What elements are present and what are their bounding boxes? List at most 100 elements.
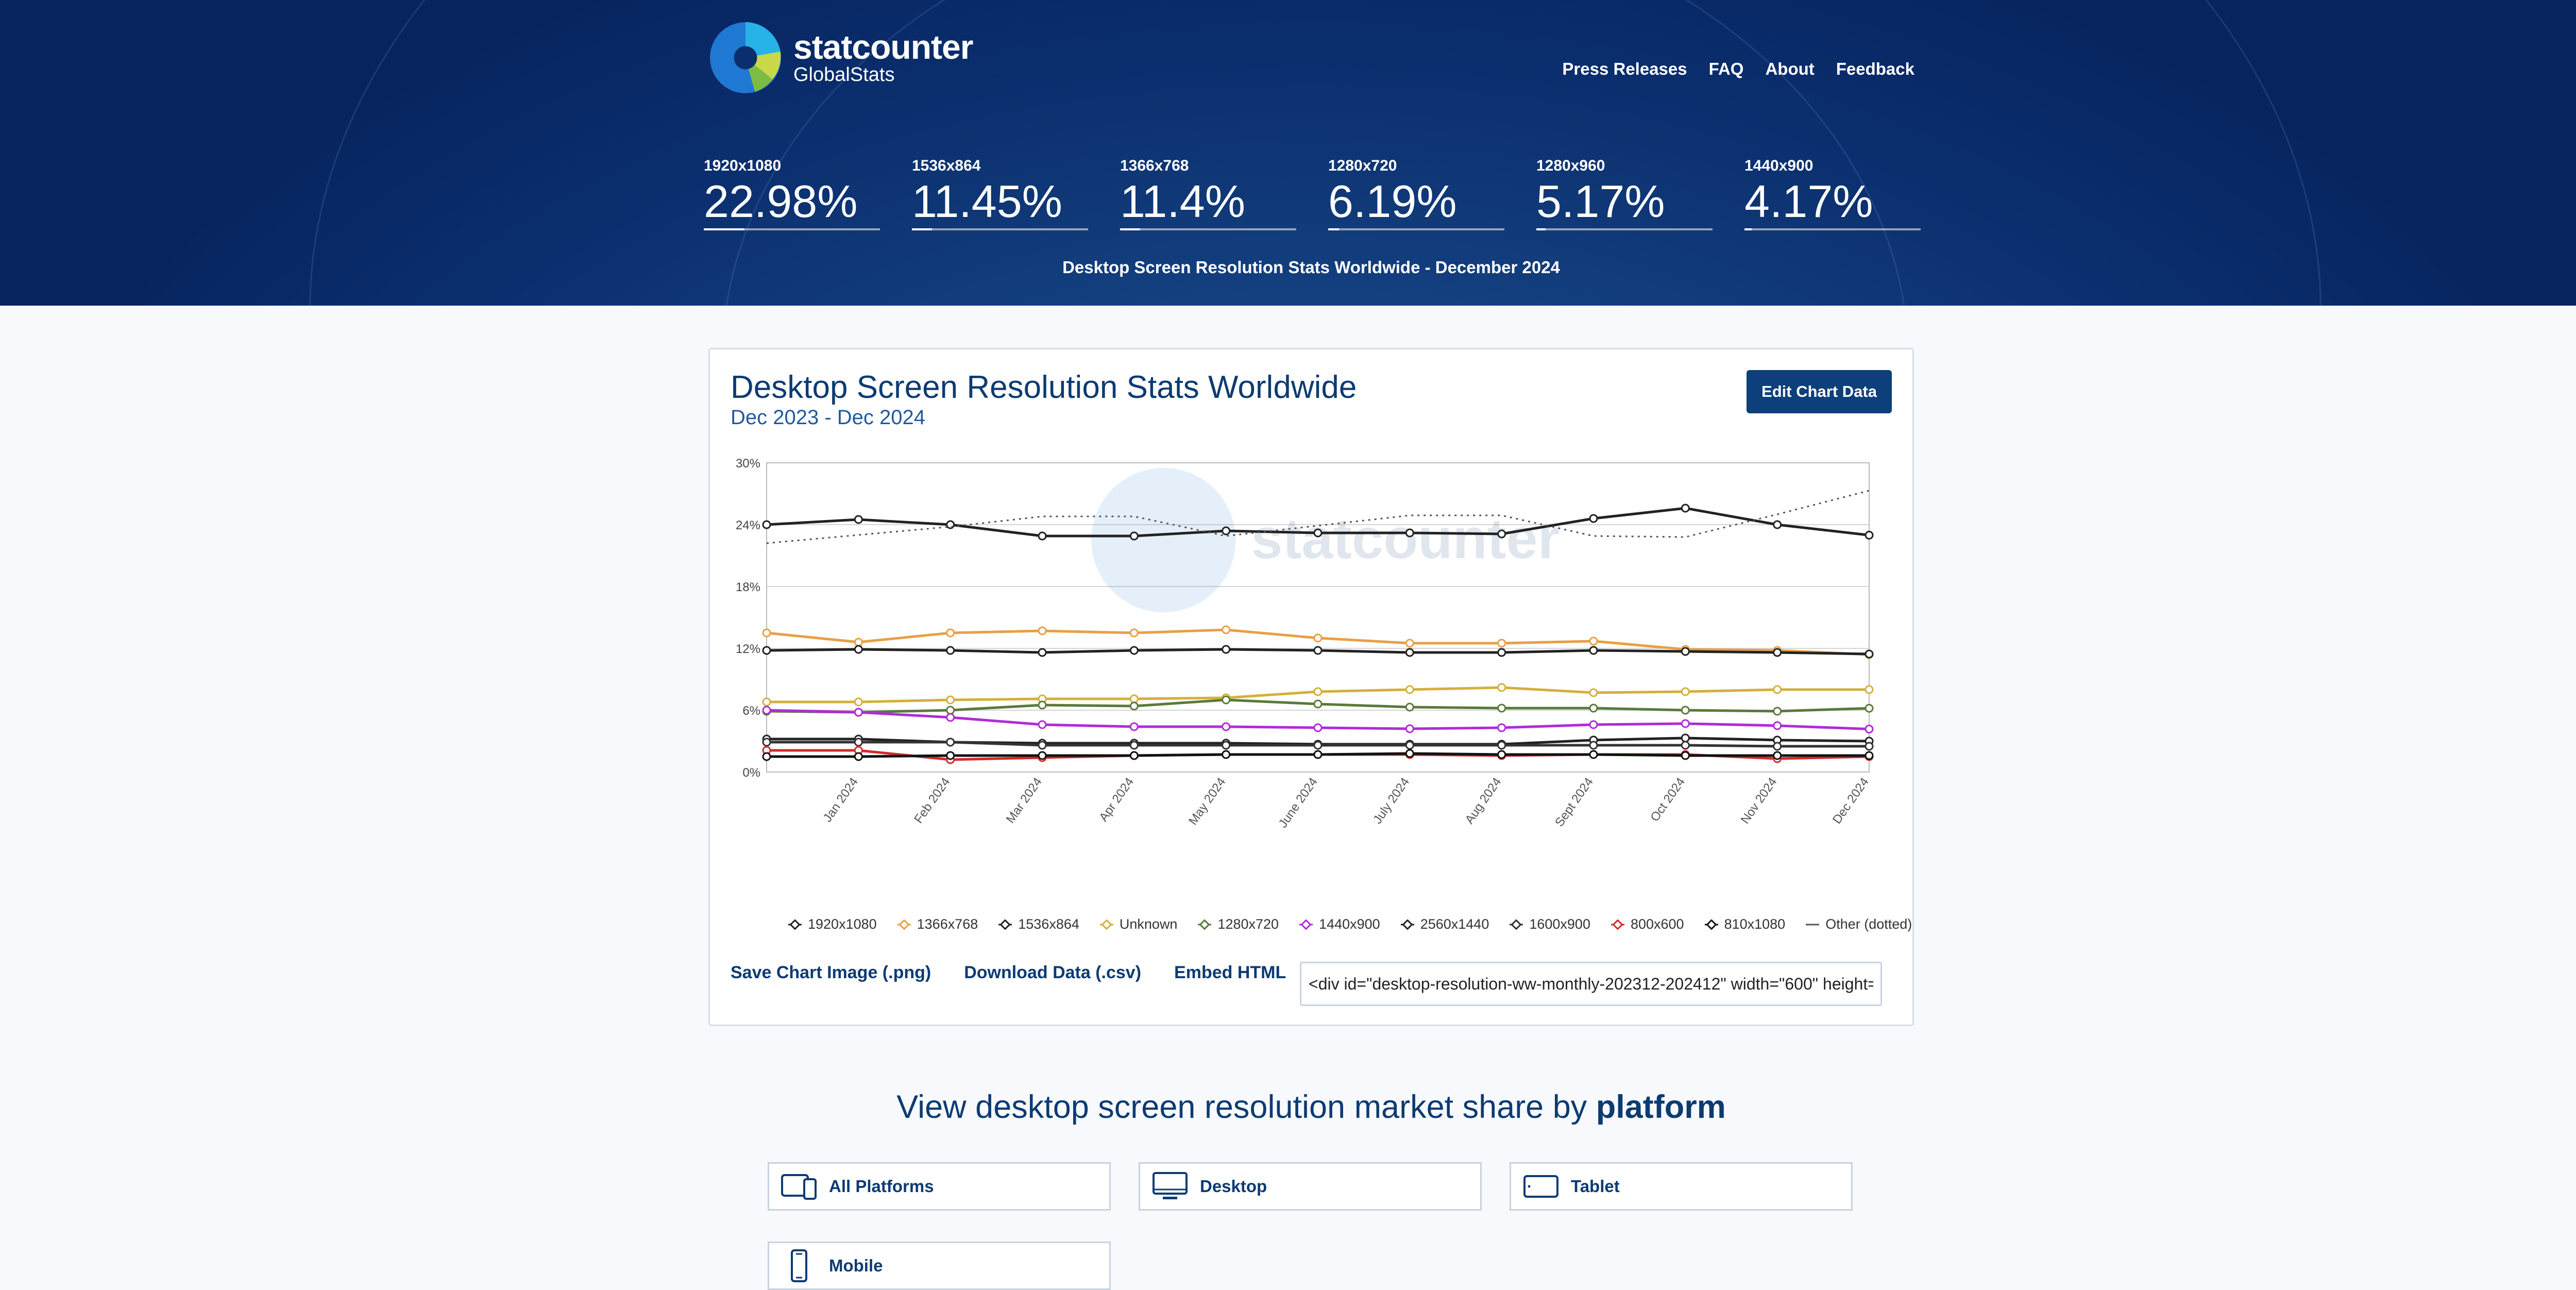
- watermark: statcounter: [1091, 468, 1560, 612]
- data-point: [1313, 750, 1323, 759]
- legend-item[interactable]: 1536x864: [997, 916, 1079, 932]
- platform-desktop-button[interactable]: Desktop: [1139, 1162, 1482, 1211]
- stat-bar-fill: [704, 228, 744, 230]
- data-point: [1222, 625, 1231, 634]
- download-csv-link[interactable]: Download Data (.csv): [964, 963, 1142, 982]
- statcounter-logo[interactable]: statcounter GlobalStats: [707, 19, 973, 96]
- data-point: [1497, 741, 1506, 750]
- stat-label: 1920x1080: [704, 157, 782, 174]
- stat-item[interactable]: 1280x720 6.19%: [1328, 157, 1504, 230]
- legend-item[interactable]: 1366x768: [896, 916, 978, 932]
- stat-item[interactable]: 1440x900 4.17%: [1744, 157, 1921, 230]
- legend-marker-icon: [1198, 919, 1212, 930]
- data-point: [1681, 751, 1690, 760]
- data-point: [1589, 750, 1598, 759]
- data-point: [1681, 647, 1690, 656]
- data-point: [1773, 707, 1782, 716]
- data-point: [1038, 751, 1047, 760]
- legend-item[interactable]: Unknown: [1099, 916, 1177, 932]
- data-point: [1589, 636, 1598, 646]
- platform-all-button[interactable]: All Platforms: [768, 1162, 1111, 1211]
- data-point: [1222, 695, 1231, 705]
- data-point: [854, 752, 863, 761]
- stat-label: 1366x768: [1120, 157, 1189, 174]
- data-point: [1497, 529, 1506, 539]
- data-point: [1038, 531, 1047, 541]
- data-point: [854, 515, 863, 524]
- legend-marker-icon: [1611, 919, 1624, 930]
- data-point: [1681, 741, 1690, 750]
- nav-feedback[interactable]: Feedback: [1836, 59, 1914, 78]
- stat-item[interactable]: 1366x768 11.4%: [1120, 157, 1296, 230]
- platform-tablet-button[interactable]: Tablet: [1510, 1162, 1853, 1211]
- data-point: [1589, 741, 1598, 750]
- data-point: [1038, 741, 1047, 750]
- data-point: [1865, 742, 1874, 751]
- stat-item[interactable]: 1920x1080 22.98%: [704, 157, 880, 230]
- stat-bar: [704, 228, 880, 230]
- y-tick-label: 18%: [736, 580, 760, 594]
- save-chart-image-link[interactable]: Save Chart Image (.png): [731, 963, 931, 982]
- legend-item[interactable]: 810x1080: [1704, 916, 1785, 932]
- legend-item[interactable]: 1600x900: [1509, 916, 1590, 932]
- edit-chart-data-button[interactable]: Edit Chart Data: [1747, 370, 1892, 413]
- legend-item[interactable]: 1920x1080: [787, 916, 877, 932]
- data-point: [1865, 530, 1874, 540]
- embed-code-field[interactable]: [1300, 962, 1882, 1006]
- data-point: [762, 706, 771, 715]
- stat-value: 22.98%: [704, 176, 858, 227]
- data-point: [1405, 639, 1414, 648]
- x-tick-label: June 2024: [1276, 775, 1320, 830]
- y-tick-label: 6%: [742, 704, 760, 718]
- data-point: [946, 695, 955, 705]
- y-tick-label: 0%: [742, 766, 760, 780]
- legend-item[interactable]: 2560x1440: [1400, 916, 1489, 932]
- nav-faq[interactable]: FAQ: [1708, 59, 1744, 78]
- legend-item[interactable]: Other (dotted): [1805, 916, 1912, 932]
- data-point: [1681, 706, 1690, 715]
- watermark-text: statcounter: [1251, 507, 1560, 571]
- legend-item[interactable]: 1280x720: [1197, 916, 1279, 932]
- y-tick-label: 12%: [736, 642, 760, 656]
- data-point: [1038, 648, 1047, 657]
- legend-item[interactable]: 1440x900: [1298, 916, 1380, 932]
- platform-buttons: All Platforms Desktop Tablet Mobile: [768, 1162, 1860, 1290]
- chart-legend: 1920x1080 1366x768 1536x864 Unknown 1280x720…: [787, 916, 1912, 932]
- data-point: [1497, 750, 1506, 759]
- data-point: [946, 628, 955, 638]
- data-point: [1589, 703, 1598, 713]
- data-point: [762, 752, 771, 761]
- nav-press-releases[interactable]: Press Releases: [1562, 59, 1687, 78]
- stat-label: 1440x900: [1744, 157, 1814, 174]
- data-point: [1038, 700, 1047, 710]
- legend-label: 2560x1440: [1420, 916, 1489, 932]
- x-tick-label: Aug 2024: [1463, 775, 1504, 827]
- data-point: [1865, 685, 1874, 694]
- x-tick-label: Sept 2024: [1552, 775, 1596, 829]
- all-platforms-icon: [781, 1174, 817, 1200]
- stat-item[interactable]: 1536x864 11.45%: [912, 157, 1088, 230]
- platform-mobile-button[interactable]: Mobile: [768, 1242, 1111, 1290]
- legend-item[interactable]: 800x600: [1610, 916, 1684, 932]
- mobile-icon: [791, 1249, 807, 1282]
- stat-label: 1280x960: [1536, 157, 1605, 174]
- data-point: [1313, 528, 1323, 538]
- embed-html-link[interactable]: Embed HTML: [1174, 963, 1286, 982]
- data-point: [1773, 520, 1782, 529]
- data-point: [1129, 722, 1139, 731]
- stat-bar: [1120, 228, 1296, 230]
- stat-value: 4.17%: [1744, 176, 1873, 227]
- x-tick-label: Mar 2024: [1004, 775, 1045, 826]
- platform-label: Desktop: [1200, 1177, 1267, 1196]
- x-tick-label: Nov 2024: [1738, 775, 1780, 827]
- data-point: [946, 713, 955, 722]
- legend-label: 1536x864: [1018, 916, 1079, 932]
- stat-item[interactable]: 1280x960 5.17%: [1536, 157, 1713, 230]
- legend-marker-icon: [1510, 919, 1523, 930]
- chart-container: 0% 6% 12% 18% 24% 30% statcounter Jan 2024 Feb 2…: [725, 447, 1900, 901]
- legend-marker-icon: [1299, 919, 1313, 930]
- x-tick-label: Apr 2024: [1096, 775, 1137, 824]
- data-point: [1129, 751, 1139, 760]
- nav-about[interactable]: About: [1765, 59, 1815, 78]
- data-point: [762, 628, 771, 638]
